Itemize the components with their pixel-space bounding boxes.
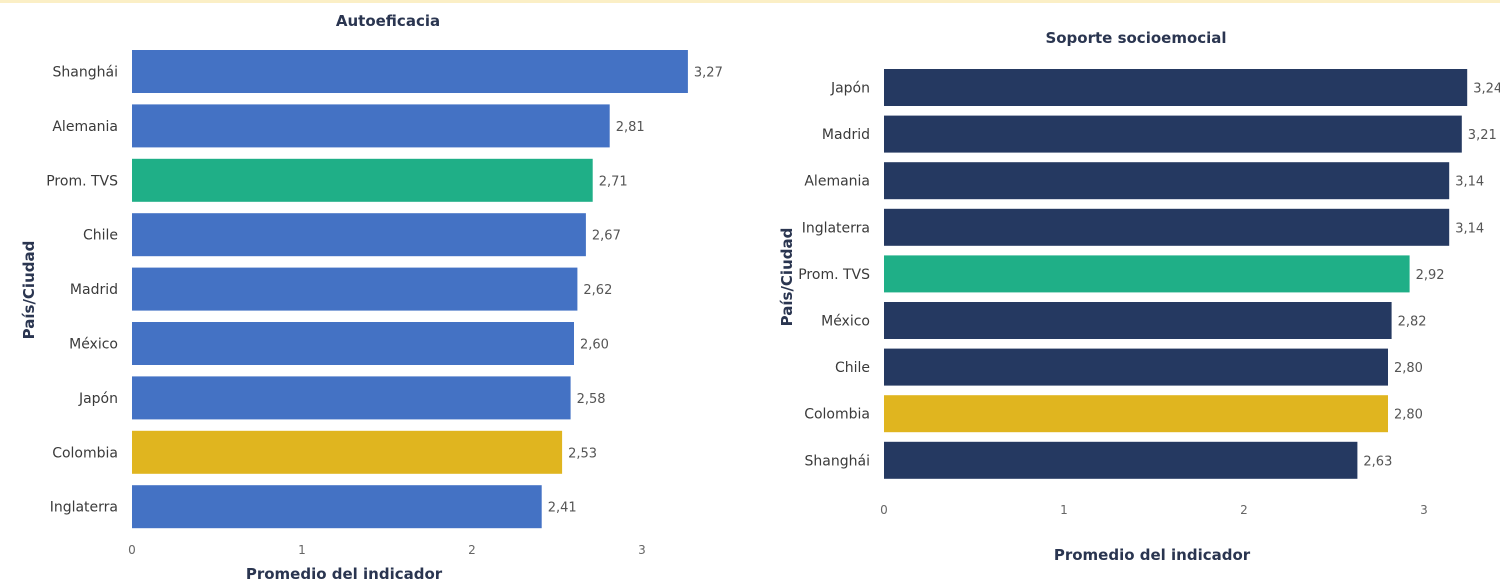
chart1-bar bbox=[132, 376, 571, 420]
chart1-title: Autoeficacia bbox=[336, 12, 440, 30]
chart1-category-label: Colombia bbox=[52, 445, 118, 461]
chart1-bar bbox=[132, 158, 593, 202]
chart1-category-label: Japón bbox=[78, 391, 118, 407]
chart2-bar bbox=[884, 162, 1450, 200]
chart2-category-label: Shanghái bbox=[805, 453, 870, 469]
chart1-category-label: Inglaterra bbox=[50, 500, 118, 516]
chart1-value-label: 2,71 bbox=[599, 174, 628, 189]
chart1-bar bbox=[132, 104, 610, 148]
top-divider bbox=[0, 0, 1500, 3]
chart2-value-label: 3,14 bbox=[1455, 221, 1484, 236]
chart1-value-label: 2,58 bbox=[577, 392, 606, 407]
chart1-category-label: Alemania bbox=[52, 119, 118, 135]
chart1-bar bbox=[132, 267, 578, 311]
chart2-bar bbox=[884, 115, 1462, 153]
chart2-bar bbox=[884, 395, 1388, 433]
chart2-category-label: Alemania bbox=[804, 174, 870, 190]
chart1-x-tick-label: 2 bbox=[468, 543, 476, 557]
chart1-category-label: Prom. TVS bbox=[46, 173, 118, 189]
chart1-value-label: 2,67 bbox=[592, 229, 621, 244]
chart1-value-label: 2,62 bbox=[583, 283, 612, 298]
chart1-value-label: 3,27 bbox=[694, 66, 723, 81]
chart2-x-tick-label: 2 bbox=[1240, 503, 1248, 517]
chart2-x-tick-label: 1 bbox=[1060, 503, 1068, 517]
chart1-value-label: 2,81 bbox=[616, 120, 645, 135]
chart2-value-label: 2,80 bbox=[1394, 361, 1423, 376]
chart2-value-label: 3,24 bbox=[1473, 82, 1500, 97]
chart2-bar bbox=[884, 302, 1392, 339]
chart2-category-label: Chile bbox=[835, 360, 870, 376]
chart1-x-tick-label: 1 bbox=[298, 543, 306, 557]
chart1-value-label: 2,60 bbox=[580, 338, 609, 353]
chart1-category-label: Shanghái bbox=[53, 65, 118, 81]
chart2-x-axis-title: Promedio del indicador bbox=[1054, 546, 1251, 564]
chart1-x-axis-title: Promedio del indicador bbox=[246, 565, 443, 582]
chart1-x-tick-label: 3 bbox=[638, 543, 646, 557]
chart1-value-label: 2,41 bbox=[548, 501, 577, 516]
chart2-category-label: Inglaterra bbox=[802, 220, 870, 236]
chart2-value-label: 2,92 bbox=[1416, 268, 1445, 283]
chart2-bar bbox=[884, 348, 1388, 386]
chart1-bar bbox=[132, 430, 563, 474]
chart1-y-axis-title: País/Ciudad bbox=[20, 241, 38, 340]
chart2-value-label: 3,21 bbox=[1468, 128, 1497, 143]
chart1-bar bbox=[132, 213, 586, 257]
chart2-category-label: México bbox=[821, 314, 870, 330]
chart1-x-tick-label: 0 bbox=[128, 543, 136, 557]
chart2-x-tick-label: 0 bbox=[880, 503, 888, 517]
chart1-category-label: Chile bbox=[83, 228, 118, 244]
chart1-bar bbox=[132, 322, 574, 365]
chart2-category-label: Japón bbox=[830, 81, 870, 97]
chart2-value-label: 2,63 bbox=[1363, 454, 1392, 469]
chart2-x-tick-label: 3 bbox=[1420, 503, 1428, 517]
chart1-value-label: 2,53 bbox=[568, 446, 597, 461]
chart2-y-axis-title: País/Ciudad bbox=[778, 228, 796, 327]
chart2-category-label: Madrid bbox=[822, 127, 870, 143]
chart1-bar bbox=[132, 50, 688, 93]
chart1-category-label: México bbox=[69, 337, 118, 353]
chart1-category-label: Madrid bbox=[70, 282, 118, 298]
chart2-bar bbox=[884, 255, 1410, 293]
chart1-bar bbox=[132, 485, 542, 529]
chart2-category-label: Colombia bbox=[804, 407, 870, 423]
chart2-bar bbox=[884, 69, 1468, 106]
chart2-bar bbox=[884, 441, 1358, 479]
chart2-bar bbox=[884, 208, 1450, 246]
chart2-value-label: 2,80 bbox=[1394, 408, 1423, 423]
chart2-value-label: 3,14 bbox=[1455, 175, 1484, 190]
chart2-value-label: 2,82 bbox=[1398, 315, 1427, 330]
chart2-title: Soporte socioemocial bbox=[1045, 29, 1226, 47]
chart2-category-label: Prom. TVS bbox=[798, 267, 870, 283]
